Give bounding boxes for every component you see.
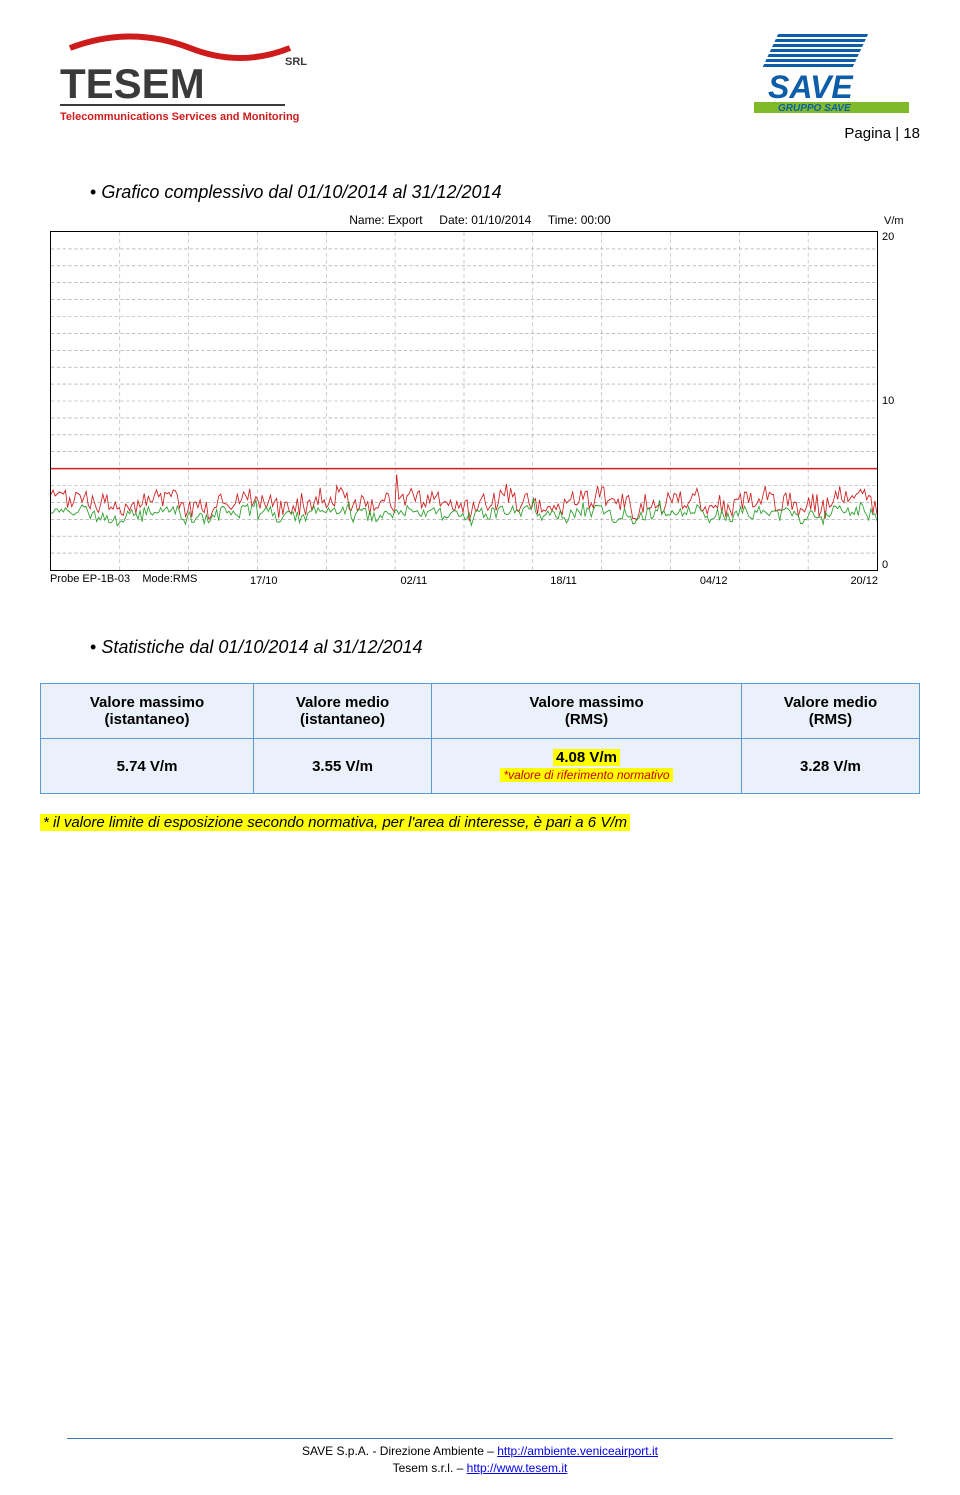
ytick-mid: 10: [882, 395, 894, 407]
header: TESEM SRL Telecommunications Services an…: [40, 30, 920, 142]
tesem-tagline: Telecommunications Services and Monitori…: [60, 111, 299, 123]
y-unit: V/m: [884, 215, 904, 227]
table-data-row: 5.74 V/m3.55 V/m4.08 V/m*valore di rifer…: [41, 739, 920, 794]
x-axis: 17/10 02/11 18/11 04/12 20/12: [250, 575, 878, 587]
ytick-top: 20: [882, 231, 894, 243]
logo-save: SAVE GRUPPO SAVE: [720, 30, 920, 115]
footer-link-1[interactable]: http://ambiente.veniceairport.it: [497, 1444, 658, 1458]
footer-line-1: SAVE S.p.A. - Direzione Ambiente – http:…: [0, 1443, 960, 1460]
bullet-stats-title: Statistiche dal 01/10/2014 al 31/12/2014: [90, 637, 920, 658]
footnote: * il valore limite di esposizione second…: [40, 814, 920, 831]
table-header: Valore medio(istantaneo): [254, 684, 432, 739]
xtick: 02/11: [401, 575, 428, 587]
footer: SAVE S.p.A. - Direzione Ambiente – http:…: [0, 1438, 960, 1477]
chart-name: Name: Export: [349, 213, 422, 227]
bullet-chart-title: Grafico complessivo dal 01/10/2014 al 31…: [90, 182, 920, 203]
page: TESEM SRL Telecommunications Services an…: [0, 0, 960, 1495]
svg-text:GRUPPO SAVE: GRUPPO SAVE: [778, 103, 851, 114]
chart-title: Name: Export Date: 01/10/2014 Time: 00:0…: [50, 213, 910, 227]
table-header: Valore massimo(istantaneo): [41, 684, 254, 739]
footer-link-2[interactable]: http://www.tesem.it: [467, 1461, 568, 1475]
ytick-bot: 0: [882, 559, 888, 571]
table-header-row: Valore massimo(istantaneo)Valore medio(i…: [41, 684, 920, 739]
footer-divider: [67, 1438, 893, 1439]
y-axis: V/m 20 10 0: [878, 231, 910, 571]
xtick: 04/12: [700, 575, 728, 587]
xtick: 18/11: [550, 575, 577, 587]
chart-date: Date: 01/10/2014: [439, 213, 531, 227]
table-header: Valore medio(RMS): [741, 684, 919, 739]
chart-time: Time: 00:00: [548, 213, 611, 227]
svg-text:SAVE: SAVE: [768, 69, 854, 105]
svg-text:TESEM: TESEM: [60, 60, 205, 107]
footer-line-2: Tesem s.r.l. – http://www.tesem.it: [0, 1460, 960, 1477]
table-header: Valore massimo(RMS): [432, 684, 742, 739]
table-cell: 3.28 V/m: [741, 739, 919, 794]
table-cell: 5.74 V/m: [41, 739, 254, 794]
logo-tesem: TESEM SRL Telecommunications Services an…: [40, 30, 370, 130]
probe-label: Probe EP-1B-03 Mode:RMS: [50, 573, 250, 587]
header-right: SAVE GRUPPO SAVE Pagina | 18: [720, 30, 920, 142]
chart: Name: Export Date: 01/10/2014 Time: 00:0…: [50, 213, 910, 587]
stats-table: Valore massimo(istantaneo)Valore medio(i…: [40, 683, 920, 794]
table-cell: 4.08 V/m*valore di riferimento normativo: [432, 739, 742, 794]
svg-text:SRL: SRL: [285, 56, 307, 68]
xtick: 17/10: [250, 575, 278, 587]
page-number: Pagina | 18: [720, 125, 920, 142]
chart-plot-area: [50, 231, 878, 571]
xtick: 20/12: [850, 575, 878, 587]
table-cell: 3.55 V/m: [254, 739, 432, 794]
